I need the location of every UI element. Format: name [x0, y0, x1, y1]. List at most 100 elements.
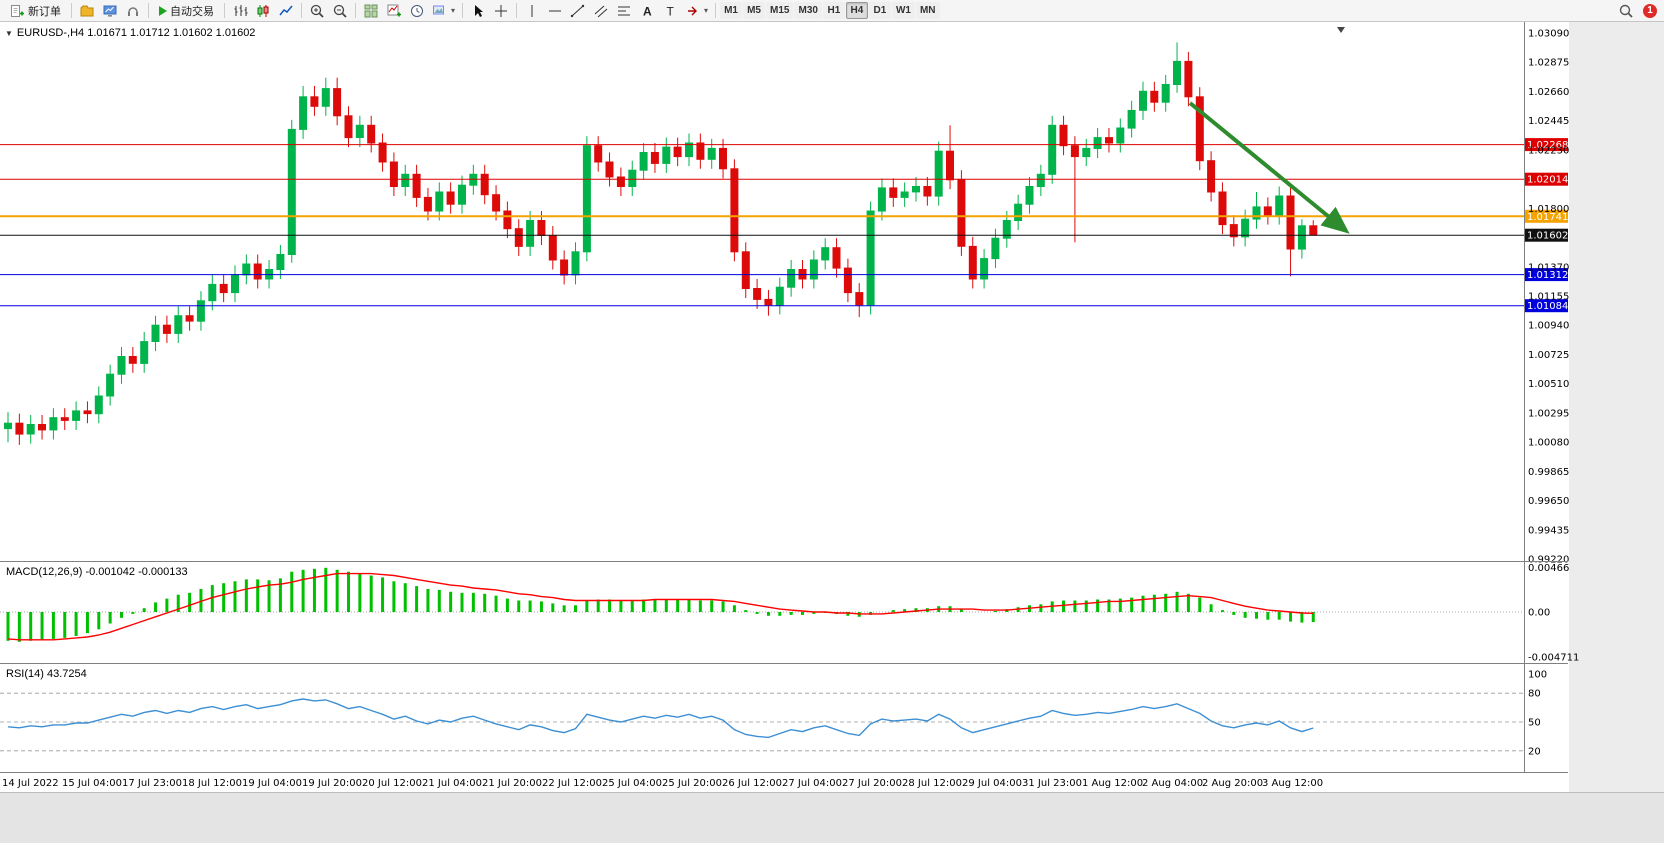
- zoom-in-button[interactable]: [306, 1, 328, 20]
- horizontal-line-icon: [549, 10, 562, 11]
- toolbar-separator: [355, 3, 356, 18]
- timeframe-button-MN[interactable]: MN: [915, 2, 940, 19]
- macd-indicator-label: MACD(12,26,9) -0.001042 -0.000133: [6, 566, 188, 578]
- tile-windows-button[interactable]: [360, 1, 382, 20]
- svg-text:26 Jul 12:00: 26 Jul 12:00: [722, 778, 782, 789]
- channel-button[interactable]: [590, 1, 612, 20]
- template-button[interactable]: ▾: [429, 1, 458, 20]
- text-button[interactable]: A: [636, 1, 658, 20]
- timeframe-button-H1[interactable]: H1: [822, 2, 845, 19]
- timeframe-button-D1[interactable]: D1: [868, 2, 891, 19]
- svg-text:1.00940: 1.00940: [1528, 321, 1569, 332]
- chart-canvas[interactable]: 1.02268 1.02014 1.01741 1.01602 1.01312 1.010…: [0, 22, 1664, 792]
- zoom-in-icon: [310, 4, 324, 18]
- clock-icon: [411, 4, 423, 17]
- shapes-button[interactable]: ▾: [682, 1, 711, 20]
- svg-text:1.02230: 1.02230: [1528, 145, 1569, 156]
- svg-text:17 Jul 23:00: 17 Jul 23:00: [122, 778, 182, 789]
- indicators-button[interactable]: [383, 1, 405, 20]
- timeframe-button-M1[interactable]: M1: [720, 2, 743, 19]
- svg-text:1.02268: 1.02268: [1527, 140, 1568, 151]
- svg-text:1.02445: 1.02445: [1528, 116, 1569, 127]
- template-caret-icon: ▾: [451, 5, 456, 15]
- bottom-filler: [0, 792, 1664, 843]
- arrow-shape-icon: [688, 6, 698, 15]
- fibonacci-icon: [618, 6, 631, 15]
- crosshair-icon: [495, 4, 508, 17]
- chart-title-text: EURUSD-,H4 1.01671 1.01712 1.01602 1.016…: [16, 27, 256, 39]
- vertical-line-button[interactable]: [521, 1, 543, 20]
- chart-window: 1.02268 1.02014 1.01741 1.01602 1.01312 1.010…: [0, 22, 1664, 792]
- rsi-indicator-label: RSI(14) 43.7254: [6, 668, 87, 680]
- notification-count: 1: [1647, 5, 1653, 16]
- timeframe-button-W1[interactable]: W1: [891, 2, 915, 19]
- svg-text:25 Jul 04:00: 25 Jul 04:00: [602, 778, 662, 789]
- svg-text:25 Jul 20:00: 25 Jul 20:00: [662, 778, 722, 789]
- toolbar-separator: [462, 3, 464, 18]
- horizontal-line-button[interactable]: [544, 1, 566, 20]
- charts-list-button[interactable]: [76, 1, 98, 20]
- crosshair-button[interactable]: [490, 1, 512, 20]
- svg-text:1.00080: 1.00080: [1528, 438, 1569, 449]
- svg-text:0.99865: 0.99865: [1528, 467, 1569, 478]
- fibonacci-button[interactable]: [613, 1, 635, 20]
- trendline-button[interactable]: [567, 1, 589, 20]
- svg-text:1.01312: 1.01312: [1527, 270, 1568, 281]
- svg-text:80: 80: [1528, 689, 1541, 700]
- bar-chart-button[interactable]: [229, 1, 251, 20]
- zoom-out-icon: [333, 4, 347, 18]
- svg-text:14 Jul 2022: 14 Jul 2022: [2, 778, 59, 789]
- svg-text:1.01155: 1.01155: [1528, 292, 1569, 303]
- new-order-button[interactable]: 新订单: [3, 1, 67, 20]
- svg-text:100: 100: [1528, 670, 1547, 681]
- autotrading-button[interactable]: 自动交易: [153, 1, 220, 20]
- search-button[interactable]: [1615, 1, 1637, 20]
- zoom-out-button[interactable]: [329, 1, 351, 20]
- new-order-label: 新订单: [28, 5, 61, 18]
- svg-text:15 Jul 04:00: 15 Jul 04:00: [62, 778, 122, 789]
- svg-text:T: T: [667, 4, 675, 18]
- timeframe-button-M15[interactable]: M15: [766, 2, 794, 19]
- svg-text:0.99220: 0.99220: [1528, 555, 1569, 566]
- timeframe-button-M5[interactable]: M5: [743, 2, 766, 19]
- template-icon: [433, 5, 444, 14]
- search-icon: [1619, 4, 1633, 18]
- cursor-button[interactable]: [467, 1, 489, 20]
- svg-text:1.02875: 1.02875: [1528, 58, 1569, 69]
- svg-text:1.01602: 1.01602: [1527, 231, 1568, 242]
- svg-text:-0.004711: -0.004711: [1528, 653, 1579, 664]
- svg-text:2 Aug 20:00: 2 Aug 20:00: [1202, 778, 1263, 789]
- svg-text:1 Aug 12:00: 1 Aug 12:00: [1082, 778, 1143, 789]
- candlestick-chart-button[interactable]: [252, 1, 274, 20]
- toolbar-separator: [301, 3, 302, 18]
- label-button[interactable]: T: [659, 1, 681, 20]
- support-button[interactable]: [122, 1, 144, 20]
- folder-icon: [80, 5, 94, 16]
- period-button[interactable]: [406, 1, 428, 20]
- timeframe-button-H4[interactable]: H4: [845, 2, 868, 19]
- svg-text:1.02014: 1.02014: [1527, 175, 1568, 186]
- svg-text:1.01370: 1.01370: [1528, 262, 1569, 273]
- timeframe-button-M30[interactable]: M30: [794, 2, 822, 19]
- svg-text:28 Jul 12:00: 28 Jul 12:00: [902, 778, 962, 789]
- svg-text:2 Aug 04:00: 2 Aug 04:00: [1142, 778, 1203, 789]
- svg-text:1.01084: 1.01084: [1527, 301, 1568, 312]
- trendline-icon: [570, 4, 585, 17]
- title-caret-icon: ▼: [5, 28, 13, 38]
- svg-text:0.99435: 0.99435: [1528, 525, 1569, 536]
- line-chart-icon: [279, 5, 293, 15]
- svg-text:20 Jul 12:00: 20 Jul 12:00: [362, 778, 422, 789]
- vertical-line-icon: [531, 4, 533, 17]
- main-toolbar: 新订单 自动交易: [0, 0, 1664, 22]
- svg-text:1.00725: 1.00725: [1528, 350, 1569, 361]
- monitor-icon: [103, 5, 117, 17]
- shapes-caret-icon: ▾: [704, 5, 709, 15]
- svg-text:18 Jul 12:00: 18 Jul 12:00: [182, 778, 242, 789]
- autotrading-label: 自动交易: [170, 5, 214, 18]
- svg-text:27 Jul 20:00: 27 Jul 20:00: [842, 778, 902, 789]
- line-chart-button[interactable]: [275, 1, 297, 20]
- notification-badge[interactable]: 1: [1643, 3, 1657, 18]
- toolbar-separator: [715, 3, 717, 18]
- market-watch-button[interactable]: [99, 1, 121, 20]
- candlestick-chart-icon: [257, 4, 269, 17]
